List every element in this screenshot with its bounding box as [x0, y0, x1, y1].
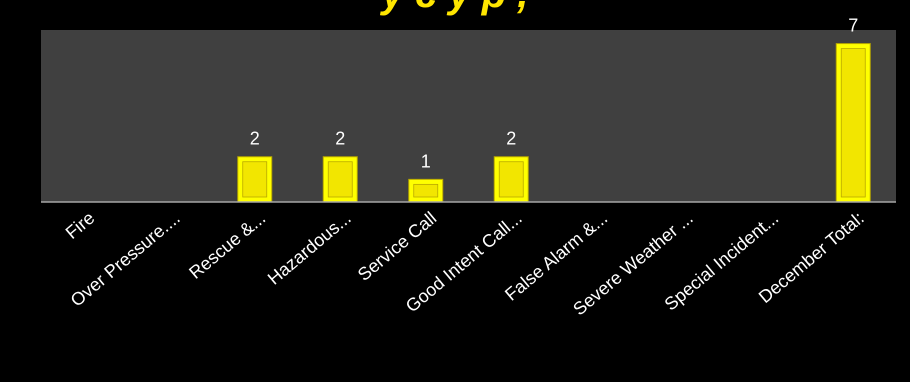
category-label-0: Fire: [62, 208, 99, 243]
bar-bevel-3: [327, 161, 353, 198]
chart-title-fragment: y c y p ,: [0, 0, 910, 14]
bar-bevel-2: [242, 161, 268, 198]
data-label-3: 2: [335, 129, 345, 149]
plot-area: [41, 30, 896, 202]
data-label-4: 1: [421, 151, 431, 171]
category-label-3: Hazardous...: [264, 208, 355, 289]
data-labels-group: 2 2 1 2 7: [250, 16, 859, 172]
data-label-9: 7: [848, 16, 858, 36]
category-label-2: Rescue &...: [185, 208, 269, 283]
category-label-4: Service Call: [354, 208, 440, 285]
bar-bevel-5: [498, 161, 524, 198]
data-label-2: 2: [250, 129, 260, 149]
bar-bevel-9: [840, 48, 866, 198]
data-label-5: 2: [506, 129, 516, 149]
bar-bevel-4: [413, 183, 439, 198]
